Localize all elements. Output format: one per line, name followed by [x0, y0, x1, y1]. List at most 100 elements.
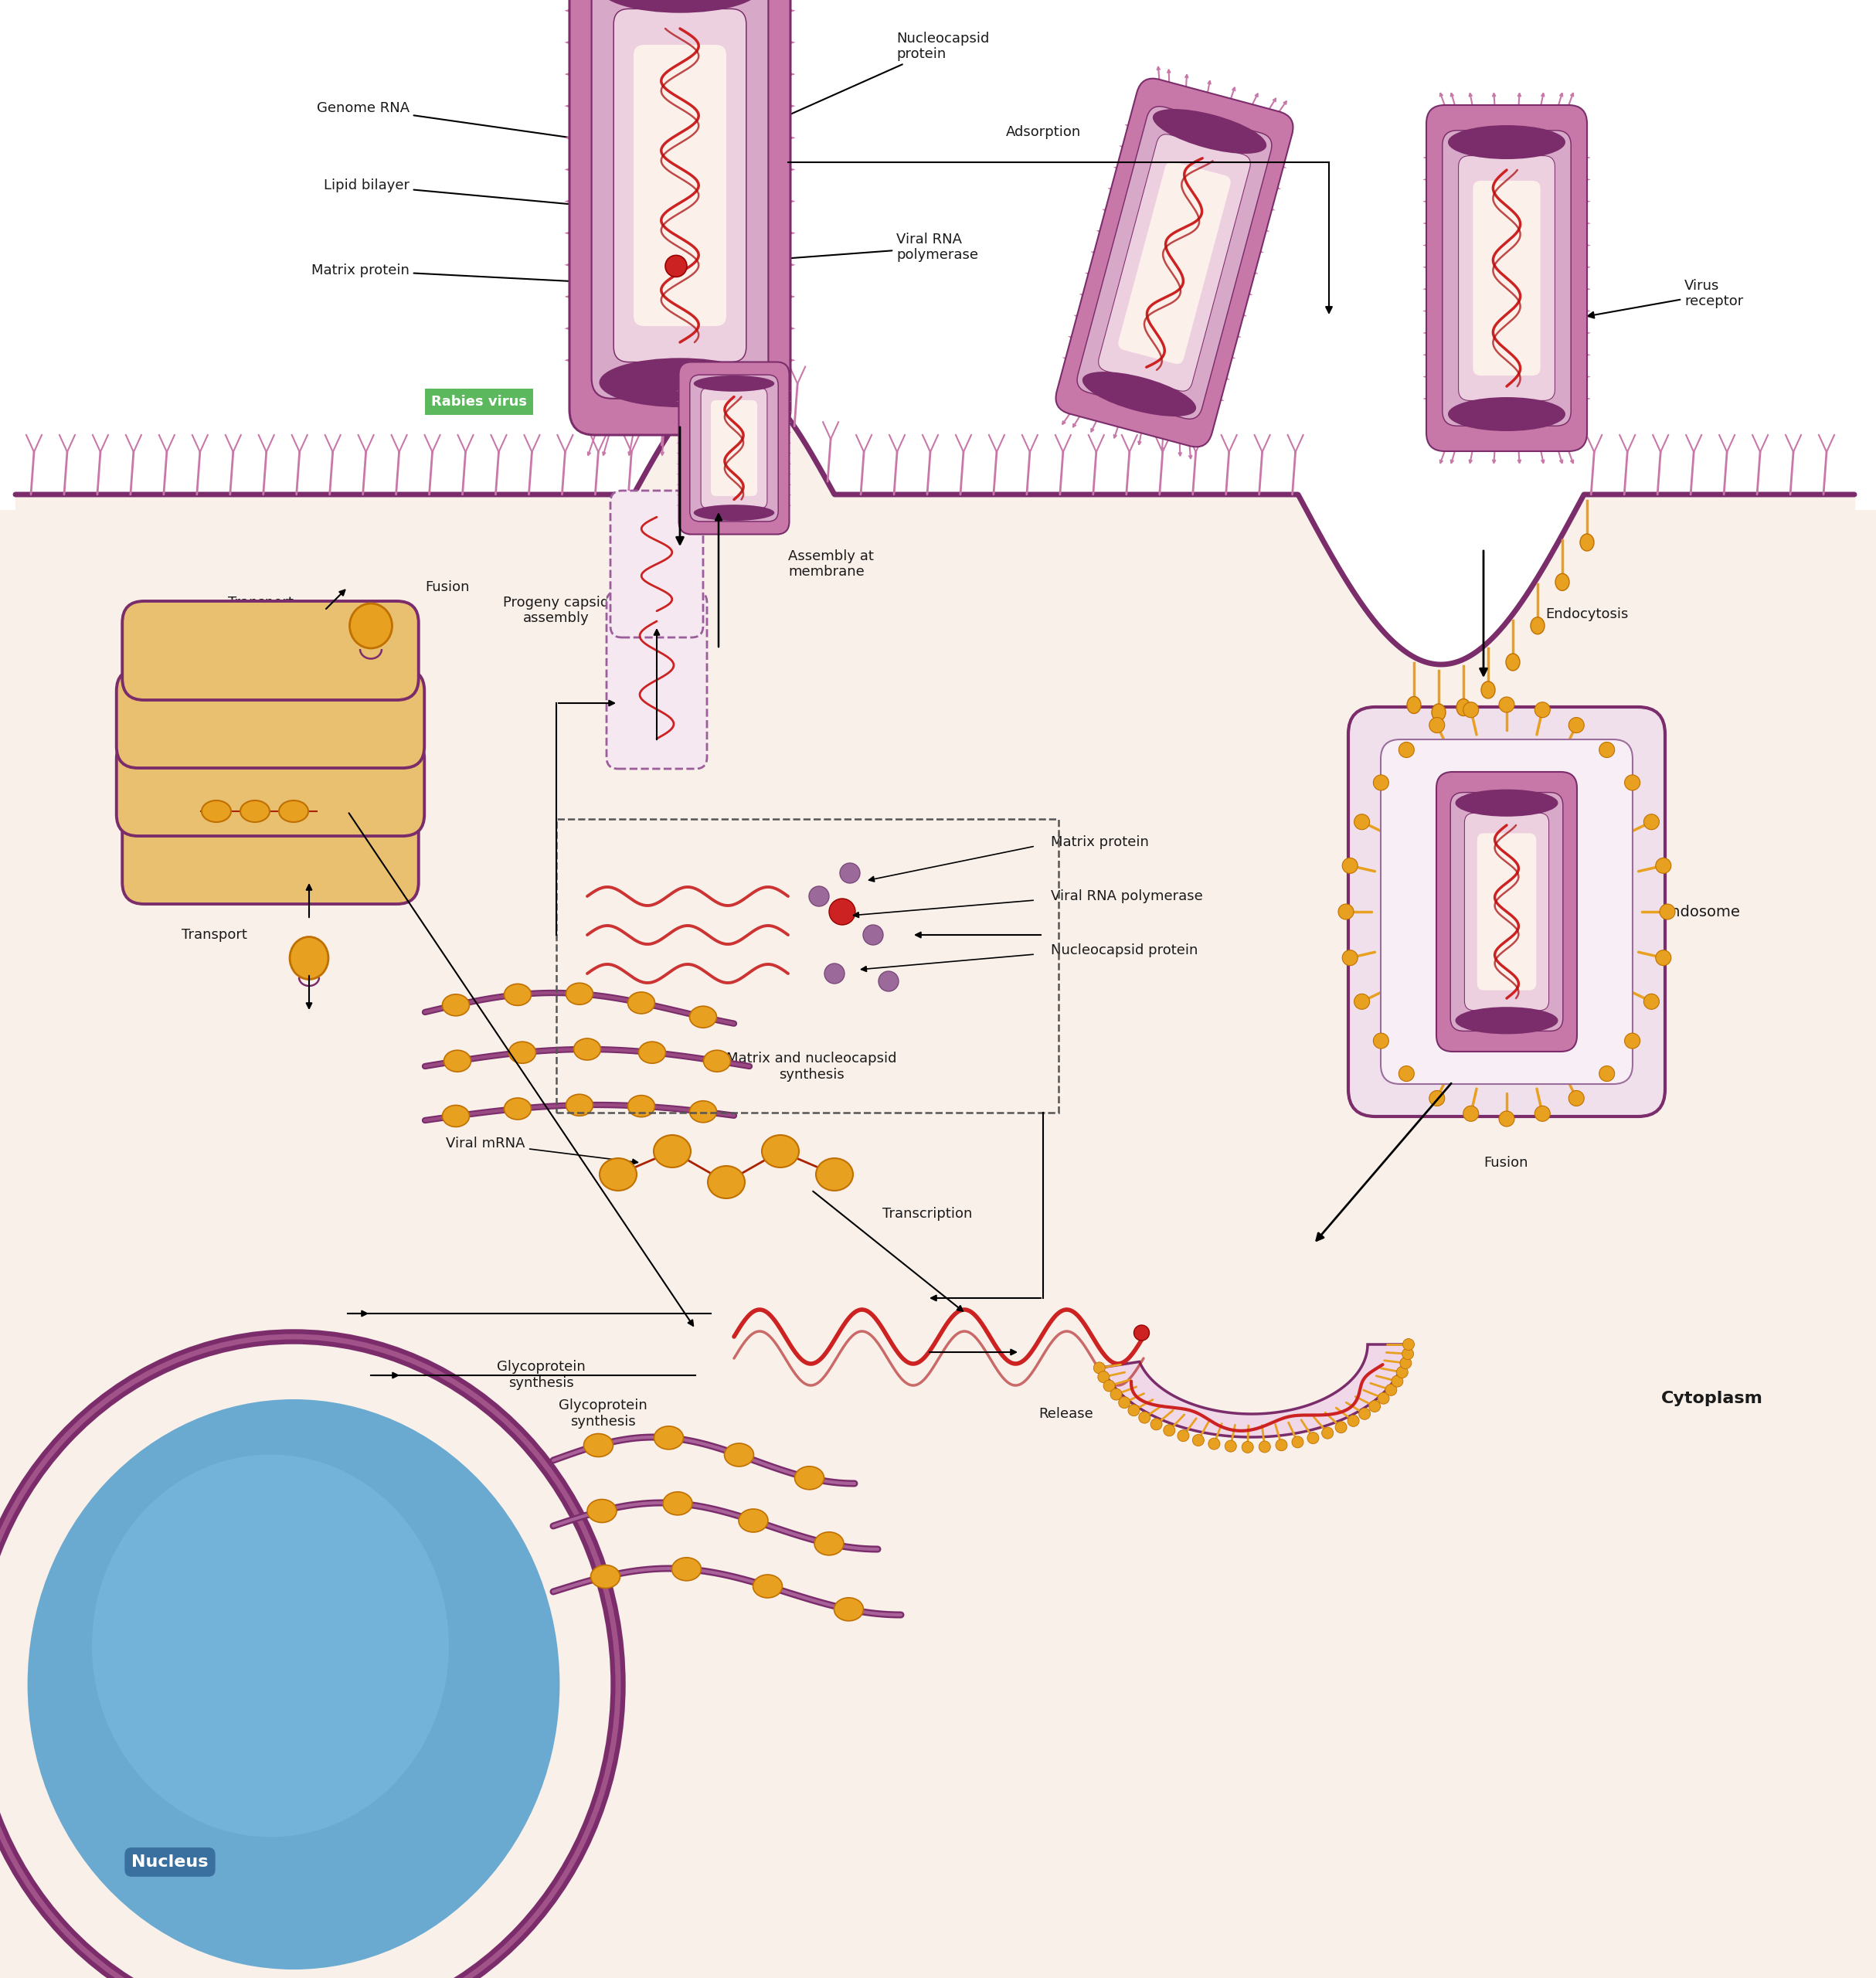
Circle shape [1384, 1385, 1398, 1396]
Polygon shape [565, 224, 597, 243]
Ellipse shape [1448, 125, 1565, 158]
Text: Transport: Transport [182, 928, 248, 942]
Polygon shape [775, 388, 792, 394]
Polygon shape [764, 255, 795, 275]
Polygon shape [675, 398, 692, 405]
Circle shape [1358, 1408, 1369, 1420]
Circle shape [1225, 1440, 1236, 1452]
Polygon shape [775, 407, 792, 415]
Polygon shape [565, 63, 597, 85]
Circle shape [1568, 1090, 1583, 1106]
Ellipse shape [690, 1007, 717, 1029]
Polygon shape [764, 129, 795, 148]
Polygon shape [1107, 188, 1131, 202]
Ellipse shape [694, 504, 775, 520]
Circle shape [1094, 1363, 1105, 1373]
Circle shape [1336, 1422, 1347, 1432]
Text: Virus
receptor: Virus receptor [1587, 279, 1743, 318]
Polygon shape [1422, 392, 1446, 405]
Circle shape [1535, 1106, 1550, 1122]
Polygon shape [1566, 194, 1591, 208]
Polygon shape [1263, 154, 1287, 168]
Circle shape [1338, 904, 1354, 920]
Polygon shape [775, 461, 792, 467]
FancyBboxPatch shape [679, 362, 790, 534]
Polygon shape [1422, 172, 1446, 186]
FancyBboxPatch shape [1099, 135, 1251, 392]
Circle shape [1625, 775, 1640, 791]
Polygon shape [1251, 198, 1276, 212]
Polygon shape [1067, 336, 1092, 348]
Ellipse shape [1431, 704, 1446, 720]
Polygon shape [1229, 283, 1253, 295]
FancyBboxPatch shape [122, 805, 418, 904]
Ellipse shape [655, 1426, 683, 1450]
Text: Matrix protein: Matrix protein [1051, 835, 1148, 849]
Ellipse shape [724, 1444, 754, 1466]
Circle shape [1242, 1442, 1253, 1454]
Circle shape [1598, 1066, 1615, 1082]
Circle shape [1373, 775, 1388, 791]
Polygon shape [1218, 324, 1242, 338]
FancyBboxPatch shape [711, 400, 758, 496]
Ellipse shape [1580, 534, 1595, 552]
Text: Fusion: Fusion [1484, 1155, 1527, 1169]
Circle shape [1463, 702, 1478, 718]
Polygon shape [1118, 144, 1142, 158]
Ellipse shape [600, 1159, 636, 1191]
Circle shape [1193, 1434, 1204, 1446]
Text: Viral mRNA: Viral mRNA [446, 1137, 638, 1165]
Text: Progeny capsid
assembly: Progeny capsid assembly [503, 595, 610, 625]
Circle shape [824, 963, 844, 983]
Ellipse shape [280, 801, 308, 823]
Ellipse shape [707, 1165, 745, 1199]
Polygon shape [1422, 237, 1446, 253]
Text: Fusion: Fusion [426, 580, 469, 593]
Polygon shape [1073, 315, 1097, 328]
Ellipse shape [505, 983, 531, 1005]
Polygon shape [675, 461, 692, 467]
Text: Glycoprotein
synthesis: Glycoprotein synthesis [559, 1398, 647, 1428]
Circle shape [1377, 1393, 1390, 1404]
Text: Viral RNA
polymerase: Viral RNA polymerase [688, 231, 977, 269]
Ellipse shape [1082, 372, 1197, 417]
Polygon shape [1096, 229, 1120, 243]
Polygon shape [1257, 176, 1281, 190]
FancyBboxPatch shape [1118, 162, 1231, 364]
Polygon shape [1566, 237, 1591, 253]
Text: Matrix and nucleocapsid
synthesis: Matrix and nucleocapsid synthesis [726, 1052, 897, 1082]
Circle shape [1208, 1438, 1219, 1450]
Ellipse shape [1482, 682, 1495, 698]
Circle shape [1341, 858, 1358, 874]
Circle shape [1127, 1404, 1139, 1416]
Circle shape [1499, 696, 1514, 712]
Circle shape [1463, 1106, 1478, 1122]
Circle shape [863, 926, 884, 945]
Polygon shape [764, 32, 795, 53]
Circle shape [1308, 1432, 1319, 1444]
Polygon shape [1212, 346, 1236, 360]
Circle shape [1354, 815, 1369, 829]
Circle shape [1499, 1112, 1514, 1127]
Ellipse shape [92, 1454, 448, 1838]
Text: Transport: Transport [229, 595, 295, 609]
Polygon shape [565, 129, 597, 148]
Text: Endosome: Endosome [1662, 904, 1739, 920]
Polygon shape [1566, 305, 1591, 318]
Ellipse shape [628, 993, 655, 1013]
Polygon shape [1206, 368, 1231, 380]
Text: Release: Release [1039, 1406, 1094, 1420]
Circle shape [1625, 1033, 1640, 1048]
Ellipse shape [591, 1565, 621, 1588]
Circle shape [1163, 1424, 1174, 1436]
Circle shape [1133, 1325, 1150, 1341]
Ellipse shape [762, 1135, 799, 1167]
Polygon shape [565, 160, 597, 180]
Ellipse shape [1555, 574, 1568, 591]
Polygon shape [675, 471, 692, 477]
Polygon shape [1101, 1345, 1407, 1438]
Polygon shape [565, 287, 597, 307]
Polygon shape [775, 398, 792, 405]
Text: Genome RNA: Genome RNA [317, 101, 651, 150]
Ellipse shape [598, 358, 760, 407]
